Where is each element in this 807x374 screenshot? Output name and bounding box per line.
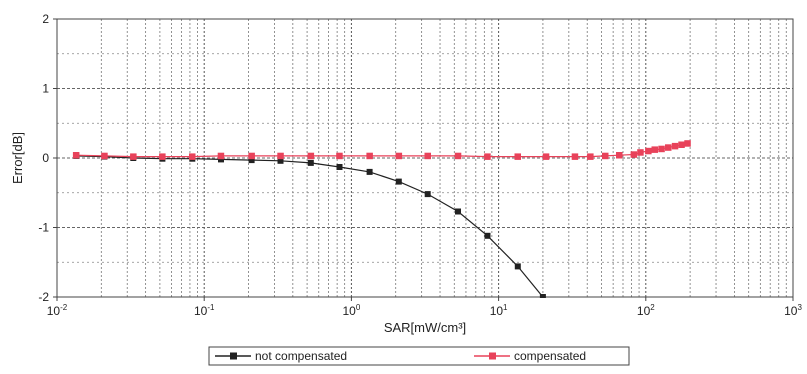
data-point xyxy=(248,157,255,164)
series-layer xyxy=(72,140,691,298)
data-point xyxy=(630,151,638,158)
data-point xyxy=(484,153,491,160)
data-point xyxy=(366,168,373,175)
data-point xyxy=(678,141,685,148)
data-point xyxy=(514,263,521,270)
y-tick-label: 0 xyxy=(42,151,49,165)
x-tick-label: 10-2 xyxy=(47,303,68,318)
data-point xyxy=(602,152,609,160)
series-1 xyxy=(72,140,691,160)
x-tick-label: 10-1 xyxy=(194,303,215,318)
data-point xyxy=(645,147,652,155)
legend-box xyxy=(208,346,630,366)
axis-layer: -2 -1 0 1 2 10-2 10-1 100 101 102 103 xyxy=(38,12,802,318)
data-point xyxy=(336,164,343,170)
data-point xyxy=(658,145,665,153)
y-tick-label: -2 xyxy=(38,290,49,304)
series-0 xyxy=(73,152,546,298)
data-point xyxy=(130,153,137,160)
data-point xyxy=(189,153,196,160)
x-tick-label: 102 xyxy=(637,303,655,318)
data-point xyxy=(424,191,431,198)
x-tick-label: 100 xyxy=(342,303,360,318)
data-point xyxy=(101,152,108,160)
legend-label-1: compensated xyxy=(514,349,586,363)
y-tick-label: 2 xyxy=(42,12,49,26)
data-point xyxy=(307,152,315,160)
legend: not compensated compensated xyxy=(208,346,630,366)
data-point xyxy=(587,153,594,160)
legend-label-0: not compensated xyxy=(255,349,347,363)
data-point xyxy=(277,157,284,164)
y-tick-label: 1 xyxy=(42,82,49,96)
data-point xyxy=(665,144,672,151)
data-point xyxy=(671,142,679,150)
data-point xyxy=(637,149,644,156)
x-axis-title: SAR[mW/cm³] xyxy=(384,320,466,335)
legend-marker-1 xyxy=(489,352,496,360)
legend-marker-0 xyxy=(230,352,237,360)
data-point xyxy=(395,152,403,160)
data-point xyxy=(366,152,373,160)
x-tick-label: 101 xyxy=(490,303,508,318)
data-point xyxy=(684,140,691,147)
data-point xyxy=(72,152,80,159)
data-point xyxy=(651,146,658,153)
data-point xyxy=(571,153,579,160)
data-point xyxy=(336,152,343,160)
data-point xyxy=(542,153,550,160)
data-point xyxy=(424,152,431,160)
data-point xyxy=(455,208,461,215)
data-point xyxy=(248,152,255,160)
data-point xyxy=(514,153,521,160)
data-point xyxy=(277,152,284,160)
y-tick-label: -1 xyxy=(38,221,49,235)
x-tick-label: 103 xyxy=(784,303,802,318)
series-line xyxy=(76,142,688,158)
data-point xyxy=(616,152,623,159)
data-point xyxy=(539,294,546,298)
data-point xyxy=(218,156,224,163)
data-point xyxy=(217,152,225,160)
data-point xyxy=(454,152,462,160)
y-axis-title: Error[dB] xyxy=(10,132,25,184)
data-point xyxy=(159,153,166,160)
data-point xyxy=(484,232,491,239)
series-line xyxy=(76,155,544,298)
data-point xyxy=(395,178,402,185)
data-point xyxy=(307,159,314,166)
